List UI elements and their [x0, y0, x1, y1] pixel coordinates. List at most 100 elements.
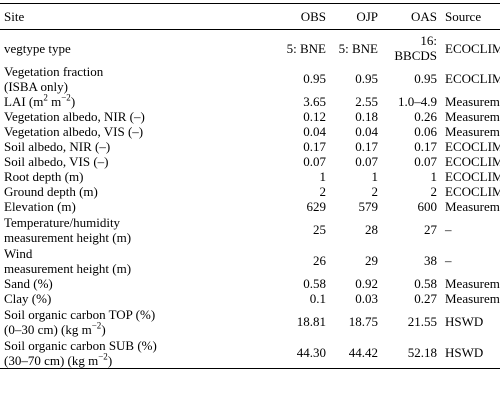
value-source: ECOCLIMAP: [445, 71, 500, 86]
row-label-line: Temperature/humidity: [4, 214, 121, 230]
table-row: Vegetation albedo, NIR (–) 0.12 0.18 0.26 Me…: [0, 109, 500, 124]
value-obs: 26: [313, 253, 326, 268]
value-ojp: 1: [371, 169, 379, 184]
table-row: LAI (m2 m−2) 3.65 2.55 1.0–4.9 Measurements: [0, 92, 500, 109]
header-obs: OBS: [268, 3, 326, 30]
row-label: Soil albedo, NIR (–): [0, 139, 268, 154]
value-ojp: 0.18: [355, 109, 378, 124]
row-label-line: (30–70 cm) (kg m−2): [4, 351, 113, 368]
value-obs: 0.95: [303, 71, 326, 86]
value-obs: 18.81: [296, 314, 326, 329]
value-ojp: 579: [358, 199, 379, 214]
table-row: Ground depth (m) 2 2 2 ECOCLIMAP: [0, 184, 500, 199]
value-oas: 16: BBCDS: [394, 33, 437, 63]
header-row: Site OBS OJP OAS Source: [0, 3, 500, 30]
table-row: Soil albedo, NIR (–) 0.17 0.17 0.17 ECOCLIMA…: [0, 139, 500, 154]
row-label-line: Wind: [4, 245, 33, 261]
value-oas: 0.17: [414, 139, 437, 154]
header-site: Site: [0, 3, 268, 30]
value-source: ECOCLIMAP: [445, 184, 500, 199]
value-oas: 0.95: [414, 71, 437, 86]
row-label-line: Vegetation albedo, VIS (–): [4, 124, 144, 139]
value-oas: 0.06: [414, 124, 437, 139]
value-ojp: 0.07: [355, 154, 378, 169]
row-label-line: Elevation (m): [4, 199, 76, 214]
row-label-line: Soil albedo, NIR (–): [4, 139, 111, 154]
row-label-line: (ISBA only): [4, 78, 68, 94]
value-oas: 27: [424, 222, 437, 237]
value-oas: 0.58: [414, 276, 437, 291]
value-oas: 0.27: [414, 291, 437, 306]
value-oas: 2: [430, 184, 438, 199]
table-body: vegtype type 5: BNE 5: BNE 16: BBCDS ECOCLIM…: [0, 30, 500, 369]
row-label-line: Root depth (m): [4, 169, 84, 184]
table-row: Soil albedo, VIS (–) 0.07 0.07 0.07 ECOCLIMA…: [0, 154, 500, 169]
header-source: Source: [437, 3, 500, 30]
table-row: Clay (%) 0.1 0.03 0.27 Measurements: [0, 291, 500, 306]
table-row: Wind measurement height (m) 26 29 38–: [0, 245, 500, 276]
row-label-line: Clay (%): [4, 291, 52, 306]
row-label: Soil albedo, VIS (–): [0, 154, 268, 169]
value-ojp: 0.03: [355, 291, 378, 306]
value-source: Measurements: [445, 291, 500, 306]
value-source: –: [445, 222, 452, 237]
value-obs: 0.58: [303, 276, 326, 291]
value-obs: 2: [319, 184, 327, 199]
table-row: Soil organic carbon TOP (%) (0–30 cm) (kg…: [0, 306, 500, 337]
value-ojp: 44.42: [326, 337, 378, 369]
value-obs: 3.65: [303, 94, 326, 109]
header-oas: OAS: [378, 3, 437, 30]
value-ojp: 28: [365, 222, 378, 237]
row-label: Wind measurement height (m): [0, 245, 268, 276]
value-source: –: [445, 253, 452, 268]
value-source: ECOCLIMAP: [445, 139, 500, 154]
value-obs: 629: [306, 199, 327, 214]
row-label-line: Soil organic carbon TOP (%): [4, 306, 156, 322]
row-label: Vegetation albedo, NIR (–): [0, 109, 268, 124]
value-oas: 1: [430, 169, 438, 184]
row-label-line: measurement height (m): [4, 229, 132, 245]
row-label-line: Ground depth (m): [4, 184, 98, 199]
row-label: Clay (%): [0, 291, 268, 306]
table-row: vegtype type 5: BNE 5: BNE 16: BBCDS ECOCLIM…: [0, 30, 500, 64]
table-row: Root depth (m) 1 1 1 ECOCLIMAP: [0, 169, 500, 184]
value-source: ECOCLIMAP: [445, 40, 500, 56]
table-row: Sand (%) 0.58 0.92 0.58 Measurements: [0, 276, 500, 291]
value-source: Measurements: [445, 276, 500, 291]
row-label-line: LAI (m2 m−2): [4, 92, 76, 109]
row-label: Soil organic carbon TOP (%) (0–30 cm) (kg…: [0, 306, 268, 337]
value-source: Measurements: [445, 109, 500, 124]
row-label-line: Sand (%): [4, 276, 53, 291]
value-oas: 0.07: [414, 154, 437, 169]
value-ojp: 0.04: [355, 124, 378, 139]
value-ojp: 0.95: [355, 71, 378, 86]
row-label: vegtype type: [0, 30, 268, 64]
value-oas: 600: [417, 199, 438, 214]
row-label: Sand (%): [0, 276, 268, 291]
value-source: Measurements: [445, 199, 500, 214]
value-ojp: 18.75: [348, 314, 378, 329]
value-oas: 52.18: [378, 337, 437, 369]
row-label-line: vegtype type: [4, 40, 71, 56]
row-label: Temperature/humidity measurement height (…: [0, 214, 268, 245]
value-source: Measurements: [445, 94, 500, 109]
value-oas: 38: [424, 253, 437, 268]
value-oas: 21.55: [407, 314, 437, 329]
table-header: Site OBS OJP OAS Source: [0, 3, 500, 30]
value-ojp: 0.17: [355, 139, 378, 154]
value-ojp: 2: [371, 184, 379, 199]
row-label-line: measurement height (m): [4, 260, 132, 276]
site-parameters-table: Site OBS OJP OAS Source vegtype type 5: B…: [0, 3, 500, 369]
value-obs: 1: [319, 169, 327, 184]
value-source: HSWD: [437, 337, 500, 369]
value-source: ECOCLIMAP: [445, 154, 500, 169]
value-source: Measurements: [445, 124, 500, 139]
row-label: Ground depth (m): [0, 184, 268, 199]
value-ojp: 29: [365, 253, 378, 268]
value-obs: 5: BNE: [286, 40, 326, 56]
row-label: Soil organic carbon SUB (%) (30–70 cm) (k…: [0, 337, 268, 369]
header-ojp: OJP: [326, 3, 378, 30]
value-obs: 0.1: [309, 291, 326, 306]
value-oas: 1.0–4.9: [398, 94, 437, 109]
